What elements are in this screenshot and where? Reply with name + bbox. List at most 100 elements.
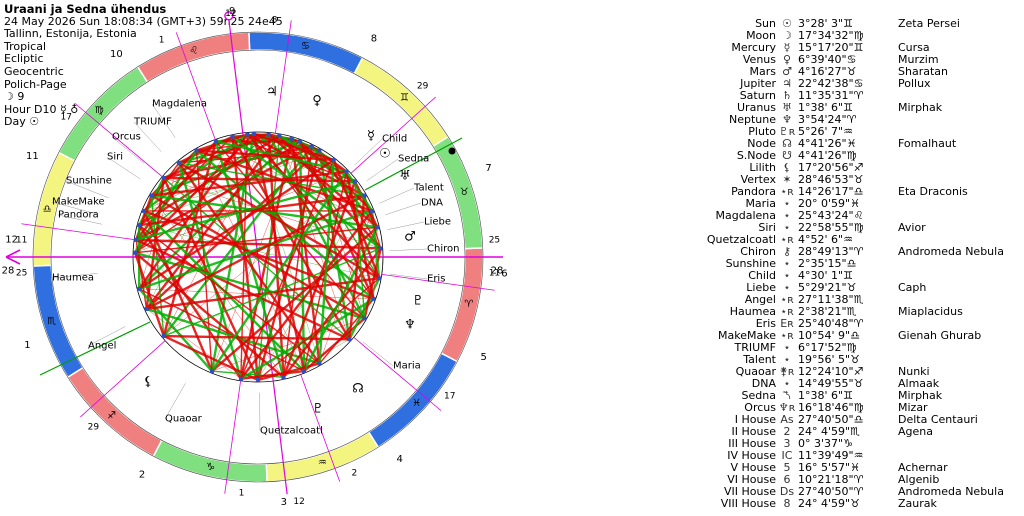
planet-glyph-icon: ☊ <box>352 382 364 397</box>
planet-row: Saturn ♄ 11°35'31"♈ <box>660 90 1022 102</box>
planet-name: Child <box>748 269 776 282</box>
planet-row: V House 5 16° 5'57"♓ Achernar <box>660 462 1022 474</box>
planet-name: Chiron <box>740 245 776 258</box>
aspect-line <box>345 171 375 300</box>
fixed-star: Eta Draconis <box>898 185 968 198</box>
planet-point-icon <box>137 286 142 291</box>
planet-glyph-icon: ♅ <box>782 101 792 114</box>
planet-name: Neptune <box>728 113 776 126</box>
zodiac-sign-icon: ♒ <box>318 458 327 469</box>
chart-location: Tallinn, Estonija, Estonia <box>4 27 137 41</box>
body-label: Child <box>382 134 407 145</box>
planet-glyph-icon: ⯲ <box>783 389 791 402</box>
planet-position: 3°28' 3"♊ <box>798 17 853 30</box>
planet-row: S.Node ☋ 4°41'26"♍ <box>660 150 1022 162</box>
aspect-line <box>211 226 379 372</box>
fixed-star: Cursa <box>898 41 930 54</box>
planet-glyph-icon: ♂ <box>404 230 416 245</box>
planet-row: Sedna ⯲ 1°38' 6"♊ Mirphak <box>660 390 1022 402</box>
planet-position: 22°42'38"♋ <box>798 77 864 90</box>
planet-point-icon <box>256 378 260 382</box>
planet-name: Orcus <box>744 401 776 414</box>
planet-name: Maria <box>745 197 776 210</box>
house-number: 4 <box>396 454 402 465</box>
aspect-line <box>283 339 350 378</box>
aspect-line <box>299 140 335 161</box>
planet-row: VII House Ds 27°40'50"♈ Andromeda Nebula <box>660 486 1022 498</box>
planet-glyph-icon: ☉ <box>782 17 792 30</box>
fixed-star: Zeta Persei <box>898 17 960 30</box>
planet-glyph-icon: ♇ʀ <box>778 125 796 138</box>
fixed-star: Zaurak <box>898 497 937 510</box>
aspect-line <box>210 170 348 372</box>
planet-position: 11°35'31"♈ <box>798 89 864 102</box>
planet-glyph-icon: ♀ <box>782 53 792 66</box>
planet-row: III House 3 0° 3'37"♑ <box>660 438 1022 450</box>
planet-point-icon <box>289 136 294 141</box>
planet-point-icon <box>362 316 367 321</box>
planet-position: 27°40'50"♎ <box>798 413 864 426</box>
fixed-star: Algenib <box>898 473 940 486</box>
planet-glyph-icon: ⋆ʀ <box>780 293 794 306</box>
planet-point-icon <box>161 175 166 180</box>
aspect-line <box>145 194 366 311</box>
planet-position: 2°35'15"♎ <box>798 257 857 270</box>
body-label: DNA <box>421 198 443 209</box>
planet-position: 17°20'56"♐ <box>798 161 864 174</box>
ic-degree-label: 12 <box>293 497 304 507</box>
label-pointer-line <box>164 383 186 420</box>
planet-point-icon <box>317 148 322 153</box>
aspect-line <box>211 318 365 372</box>
chart-datetime: 24 May 2026 Sun 18:08:34 (GMT+3) 59n25 2… <box>4 14 283 28</box>
house-cusp-degree: 1 <box>239 488 245 498</box>
body-label: Pandora <box>58 210 99 221</box>
house-cusp-line <box>381 274 495 291</box>
planet-name: Moon <box>746 29 776 42</box>
planet-row: Neptune ♆ 3°54'24"♈ <box>660 114 1022 126</box>
planet-glyph-icon: As <box>780 413 794 426</box>
aspect-line <box>195 150 213 372</box>
fixed-star: Almaak <box>898 377 940 390</box>
planet-glyph-icon: 2 <box>783 425 791 438</box>
planet-glyph-icon: ⋆ <box>783 377 791 390</box>
body-label: Eris <box>427 274 445 285</box>
planet-glyph-icon: 8 <box>783 497 791 510</box>
zodiac-sign-segment <box>248 31 364 75</box>
asc-degree-label: 28 <box>2 266 15 277</box>
fixed-star <box>894 438 1022 450</box>
house-number: 1 <box>24 340 30 351</box>
planet-row: Node ☊ 4°41'26"♓ Fomalhaut <box>660 138 1022 150</box>
label-pointer-line <box>65 180 109 198</box>
aspect-line <box>282 247 382 379</box>
planet-point-icon <box>331 158 336 163</box>
fixed-star: Fomalhaut <box>898 137 957 150</box>
fixed-star: Mirphak <box>898 389 943 402</box>
planet-position: 24° 4'59"♉ <box>798 497 860 510</box>
planet-row: Eris Eʀ 25°40'48"♈ <box>660 318 1022 330</box>
planet-name: Talent <box>743 353 776 366</box>
aspect-line <box>240 159 335 380</box>
aspect-line <box>257 195 365 381</box>
planet-glyph-icon: IC <box>781 449 793 462</box>
label-pointer-line <box>57 214 103 225</box>
planet-glyph-icon: ⋆ <box>783 353 791 366</box>
fixed-star: Andromeda Nebula <box>898 485 1004 498</box>
planet-name: Siri <box>758 221 776 234</box>
aspect-line <box>139 224 380 279</box>
planet-glyph-icon: ⚸ <box>143 375 153 390</box>
aspect-line <box>136 239 259 381</box>
label-pointer-line <box>133 121 162 152</box>
planet-glyph-icon: ♇ <box>312 402 324 417</box>
planet-point-icon <box>281 375 286 380</box>
planet-position: 25°40'48"♈ <box>798 317 864 330</box>
planet-glyph-icon: ♂ <box>782 65 792 78</box>
label-pointer-line <box>354 138 383 166</box>
planet-point-icon <box>378 246 383 251</box>
planet-row: Mars ♂ 4°16'27"♉ Sharatan <box>660 66 1022 78</box>
planet-position: 17°34'32"♍ <box>798 29 864 42</box>
planet-point-icon <box>137 223 142 228</box>
planet-positions-table: Sun ☉ 3°28' 3"♊ Zeta Persei Moon ☽ 17°34'32"♍ M… <box>660 18 1022 510</box>
planet-name: Jupiter <box>740 77 776 90</box>
house-cusp-line <box>300 374 341 482</box>
planet-glyph-icon: ☿ <box>783 41 791 54</box>
